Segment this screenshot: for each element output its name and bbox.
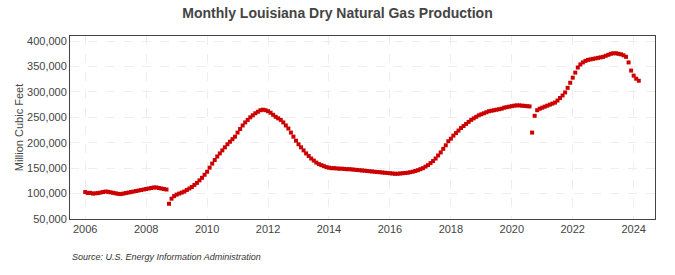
svg-text:2012: 2012 [256, 223, 280, 235]
svg-text:Source: U.S. Energy Informatio: Source: U.S. Energy Information Administ… [72, 252, 261, 262]
svg-text:250,000: 250,000 [27, 111, 67, 123]
svg-text:Million Cubic Feet: Million Cubic Feet [13, 84, 25, 171]
svg-text:2008: 2008 [134, 223, 158, 235]
svg-text:50,000: 50,000 [33, 213, 67, 225]
svg-text:400,000: 400,000 [27, 35, 67, 47]
svg-text:100,000: 100,000 [27, 187, 67, 199]
svg-text:2010: 2010 [195, 223, 219, 235]
svg-text:200,000: 200,000 [27, 137, 67, 149]
svg-text:2016: 2016 [378, 223, 402, 235]
svg-text:2020: 2020 [500, 223, 524, 235]
svg-text:2014: 2014 [317, 223, 341, 235]
svg-text:350,000: 350,000 [27, 60, 67, 72]
svg-text:2024: 2024 [621, 223, 645, 235]
svg-text:2006: 2006 [73, 223, 97, 235]
svg-text:2018: 2018 [439, 223, 463, 235]
svg-text:Monthly Louisiana Dry Natural: Monthly Louisiana Dry Natural Gas Produc… [182, 5, 492, 21]
svg-text:2022: 2022 [560, 223, 584, 235]
svg-text:300,000: 300,000 [27, 86, 67, 98]
svg-text:150,000: 150,000 [27, 162, 67, 174]
